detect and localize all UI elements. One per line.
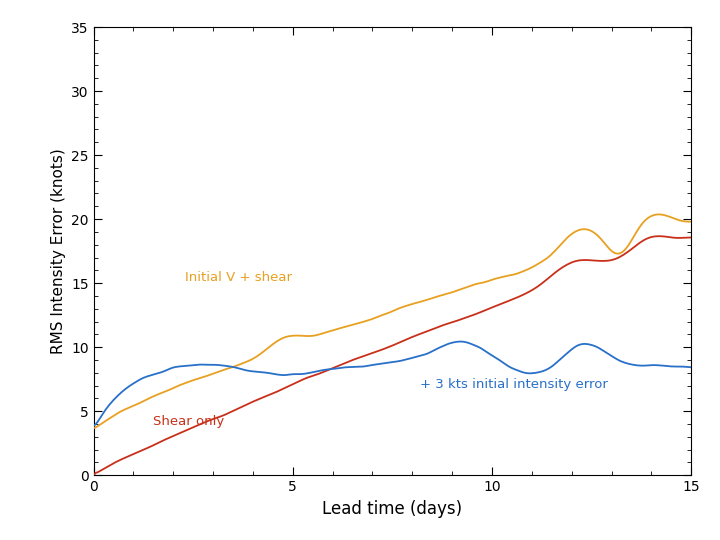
Text: Shear only: Shear only (153, 415, 225, 428)
Text: + 3 kts initial intensity error: + 3 kts initial intensity error (420, 378, 608, 391)
Y-axis label: RMS Intensity Error (knots): RMS Intensity Error (knots) (50, 148, 66, 354)
Text: Initial V + shear: Initial V + shear (185, 271, 292, 284)
X-axis label: Lead time (days): Lead time (days) (323, 500, 462, 518)
